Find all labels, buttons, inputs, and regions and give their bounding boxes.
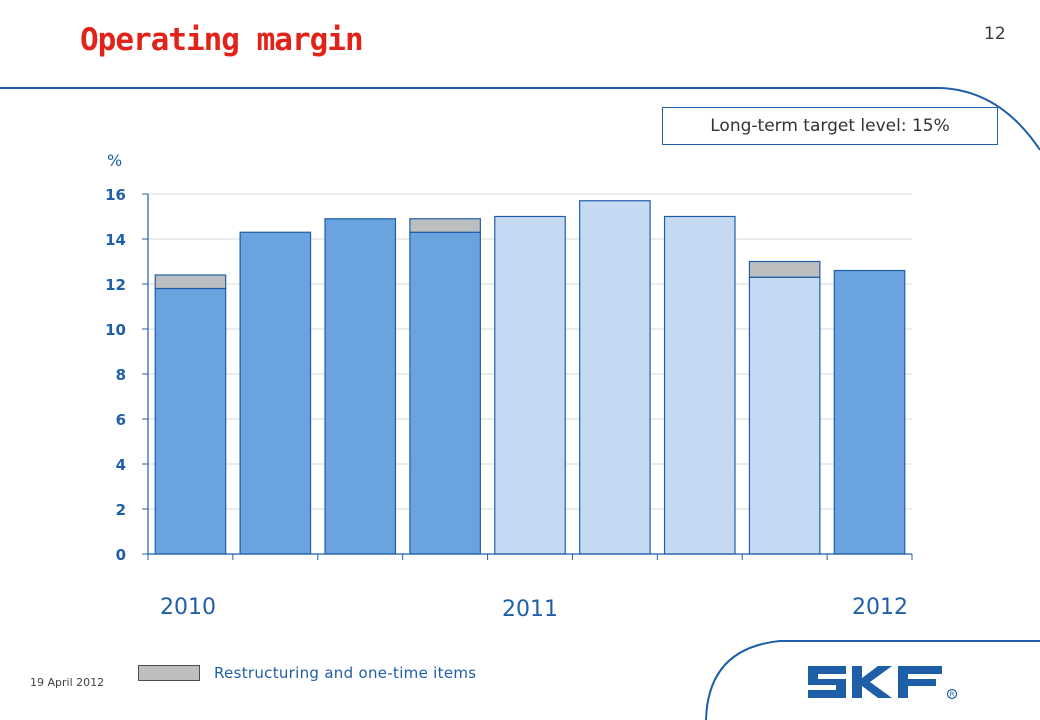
decorative-arc-top xyxy=(0,87,1040,151)
footer-date: 19 April 2012 xyxy=(30,676,105,689)
y-tick-label: 10 xyxy=(105,321,126,339)
y-tick-label: 4 xyxy=(116,456,126,474)
bar-operating-margin xyxy=(239,231,312,555)
y-tick-label: 6 xyxy=(116,411,126,429)
y-tick-label: 2 xyxy=(116,501,126,519)
year-label-2011: 2011 xyxy=(502,597,558,622)
year-label-2010: 2010 xyxy=(160,595,216,620)
bars-layer xyxy=(154,200,906,555)
page-title: Operating margin xyxy=(80,22,364,58)
target-note-text: Long-term target level: 15% xyxy=(710,116,950,136)
page-number: 12 xyxy=(984,24,1006,44)
legend-label-restructuring: Restructuring and one-time items xyxy=(214,664,477,682)
y-tick-label: 16 xyxy=(105,186,126,204)
bar-operating-margin xyxy=(324,218,397,555)
year-label-2012: 2012 xyxy=(852,595,908,620)
bar-restructuring-segment xyxy=(409,218,481,233)
y-tick-label: 14 xyxy=(105,231,126,249)
legend: Restructuring and one-time items xyxy=(138,664,476,682)
y-tick-label: 8 xyxy=(116,366,126,384)
bar-restructuring-segment xyxy=(154,274,227,290)
decorative-arc-bottom xyxy=(705,640,1040,720)
y-tick-label: 0 xyxy=(116,546,126,564)
target-note-box: Long-term target level: 15% xyxy=(662,107,998,145)
bar-operating-margin xyxy=(663,215,736,555)
bar-operating-margin xyxy=(494,215,566,555)
y-tick-label: 12 xyxy=(105,276,126,294)
bar-restructuring-segment xyxy=(748,260,821,278)
axis-layer: 0 2 4 6 8 10 12 14 16 2010 2011 2012 xyxy=(105,186,913,622)
svg-text:R: R xyxy=(950,691,955,699)
bar-operating-margin xyxy=(748,276,821,555)
bar-operating-margin xyxy=(409,231,481,555)
bar-operating-margin xyxy=(579,200,651,555)
bar-operating-margin xyxy=(833,269,906,555)
y-axis-unit: % xyxy=(107,151,122,170)
skf-logo: R xyxy=(808,666,958,700)
bar-operating-margin xyxy=(154,287,227,555)
legend-swatch-restructuring xyxy=(138,665,200,681)
